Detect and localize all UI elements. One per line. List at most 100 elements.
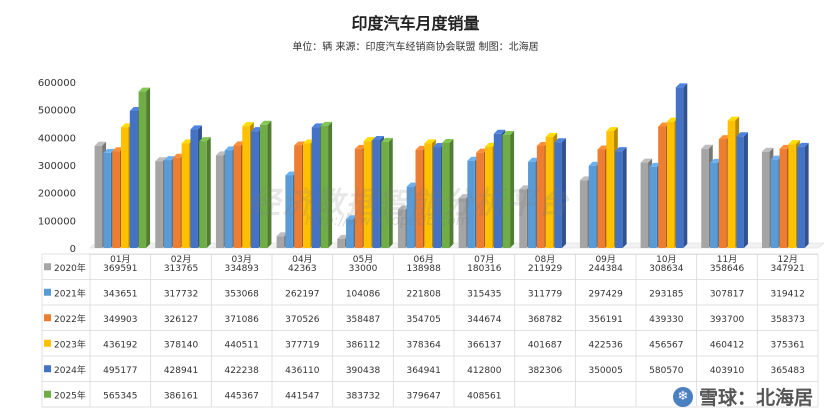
y-tick-label: 300000 xyxy=(38,161,76,172)
bar-top xyxy=(199,137,211,142)
bar xyxy=(363,141,372,248)
data-label: 221808 xyxy=(406,289,441,299)
bar-top xyxy=(381,137,393,142)
data-label: 393700 xyxy=(710,315,745,325)
bar xyxy=(103,152,111,248)
bar xyxy=(242,126,250,248)
bar-side xyxy=(683,83,688,248)
data-label: 379647 xyxy=(406,391,440,401)
bar xyxy=(251,131,259,248)
data-label: 353068 xyxy=(224,289,259,299)
bar-top xyxy=(666,117,679,122)
bar-top xyxy=(718,135,731,140)
data-label: 366137 xyxy=(467,340,501,350)
bar-top xyxy=(233,141,246,146)
bar-top xyxy=(397,205,410,210)
bar-side xyxy=(510,130,515,248)
data-label: 315435 xyxy=(467,289,501,299)
bar-top xyxy=(588,161,601,166)
x-tick-label: 01月 xyxy=(110,254,130,265)
bar-top xyxy=(138,87,151,92)
bar xyxy=(788,144,796,248)
data-label: 371086 xyxy=(224,315,259,325)
bar-top xyxy=(285,171,297,176)
legend-swatch xyxy=(44,365,51,373)
data-label: 307817 xyxy=(710,289,744,299)
data-label: 370526 xyxy=(285,315,320,325)
data-label: 311779 xyxy=(528,289,563,299)
bar xyxy=(233,145,242,248)
bar xyxy=(761,151,770,248)
bar-top xyxy=(779,144,792,149)
bar-top xyxy=(294,141,306,146)
bar xyxy=(302,143,311,248)
bar-top xyxy=(224,146,237,151)
bar-top xyxy=(788,140,800,145)
data-label: 334893 xyxy=(224,264,258,274)
data-label: 436110 xyxy=(285,366,320,376)
bar xyxy=(579,180,588,248)
chart-subtitle: 单位：辆 来源：印度汽车经销商协会联盟 制图：北海居 xyxy=(292,42,539,53)
bar-top xyxy=(554,138,566,143)
x-tick-label: 10月 xyxy=(656,254,676,265)
data-label: 42363 xyxy=(288,264,317,274)
data-label: 439330 xyxy=(649,315,684,325)
bar xyxy=(155,161,163,248)
watermark-text: 经济数据智能分析平台 xyxy=(250,186,570,221)
bar xyxy=(294,145,302,248)
bar xyxy=(320,125,329,248)
bar xyxy=(554,142,562,248)
bar xyxy=(172,157,181,248)
data-label: 313765 xyxy=(164,264,198,274)
bar-top xyxy=(433,143,445,148)
bar-top xyxy=(770,155,783,160)
bar xyxy=(259,124,268,248)
data-label: 403910 xyxy=(710,366,745,376)
data-label: 401687 xyxy=(528,340,562,350)
data-label: 386112 xyxy=(346,340,380,350)
bar-side xyxy=(267,120,272,248)
bar-side xyxy=(804,142,809,248)
legend-swatch xyxy=(44,339,51,347)
bar-top xyxy=(467,156,479,161)
bar-top xyxy=(172,153,185,158)
bar xyxy=(112,151,120,248)
data-label: 343651 xyxy=(103,289,137,299)
bar-top xyxy=(320,121,333,126)
bar-side xyxy=(743,132,748,248)
bar-top xyxy=(675,83,688,88)
footer-text: 雪球：北海居 xyxy=(698,387,813,409)
bar xyxy=(779,148,788,248)
data-label: 349903 xyxy=(103,315,137,325)
bar-top xyxy=(215,151,228,156)
bar xyxy=(415,149,424,248)
bar xyxy=(467,160,475,248)
bar xyxy=(458,198,467,248)
bar-top xyxy=(597,145,610,150)
bar xyxy=(545,136,554,248)
bar xyxy=(528,161,536,248)
bar-top xyxy=(606,127,618,132)
bar xyxy=(493,133,502,248)
data-label: 297429 xyxy=(588,289,623,299)
bar-top xyxy=(476,148,488,153)
bar xyxy=(181,143,190,248)
bar-top xyxy=(484,142,497,147)
bar xyxy=(406,186,415,248)
data-label: 138988 xyxy=(406,264,441,274)
bar-top xyxy=(155,157,167,162)
bar xyxy=(701,148,709,248)
data-label: 244384 xyxy=(588,264,623,274)
bar-top xyxy=(615,147,627,152)
bar xyxy=(640,162,649,248)
bar xyxy=(536,145,545,248)
data-label: 422238 xyxy=(224,366,259,376)
bar-top xyxy=(640,158,653,163)
bar xyxy=(502,134,511,248)
bar xyxy=(597,149,606,248)
bar-top xyxy=(354,144,367,149)
y-tick-label: 200000 xyxy=(38,189,76,200)
data-label: 358373 xyxy=(770,315,804,325)
